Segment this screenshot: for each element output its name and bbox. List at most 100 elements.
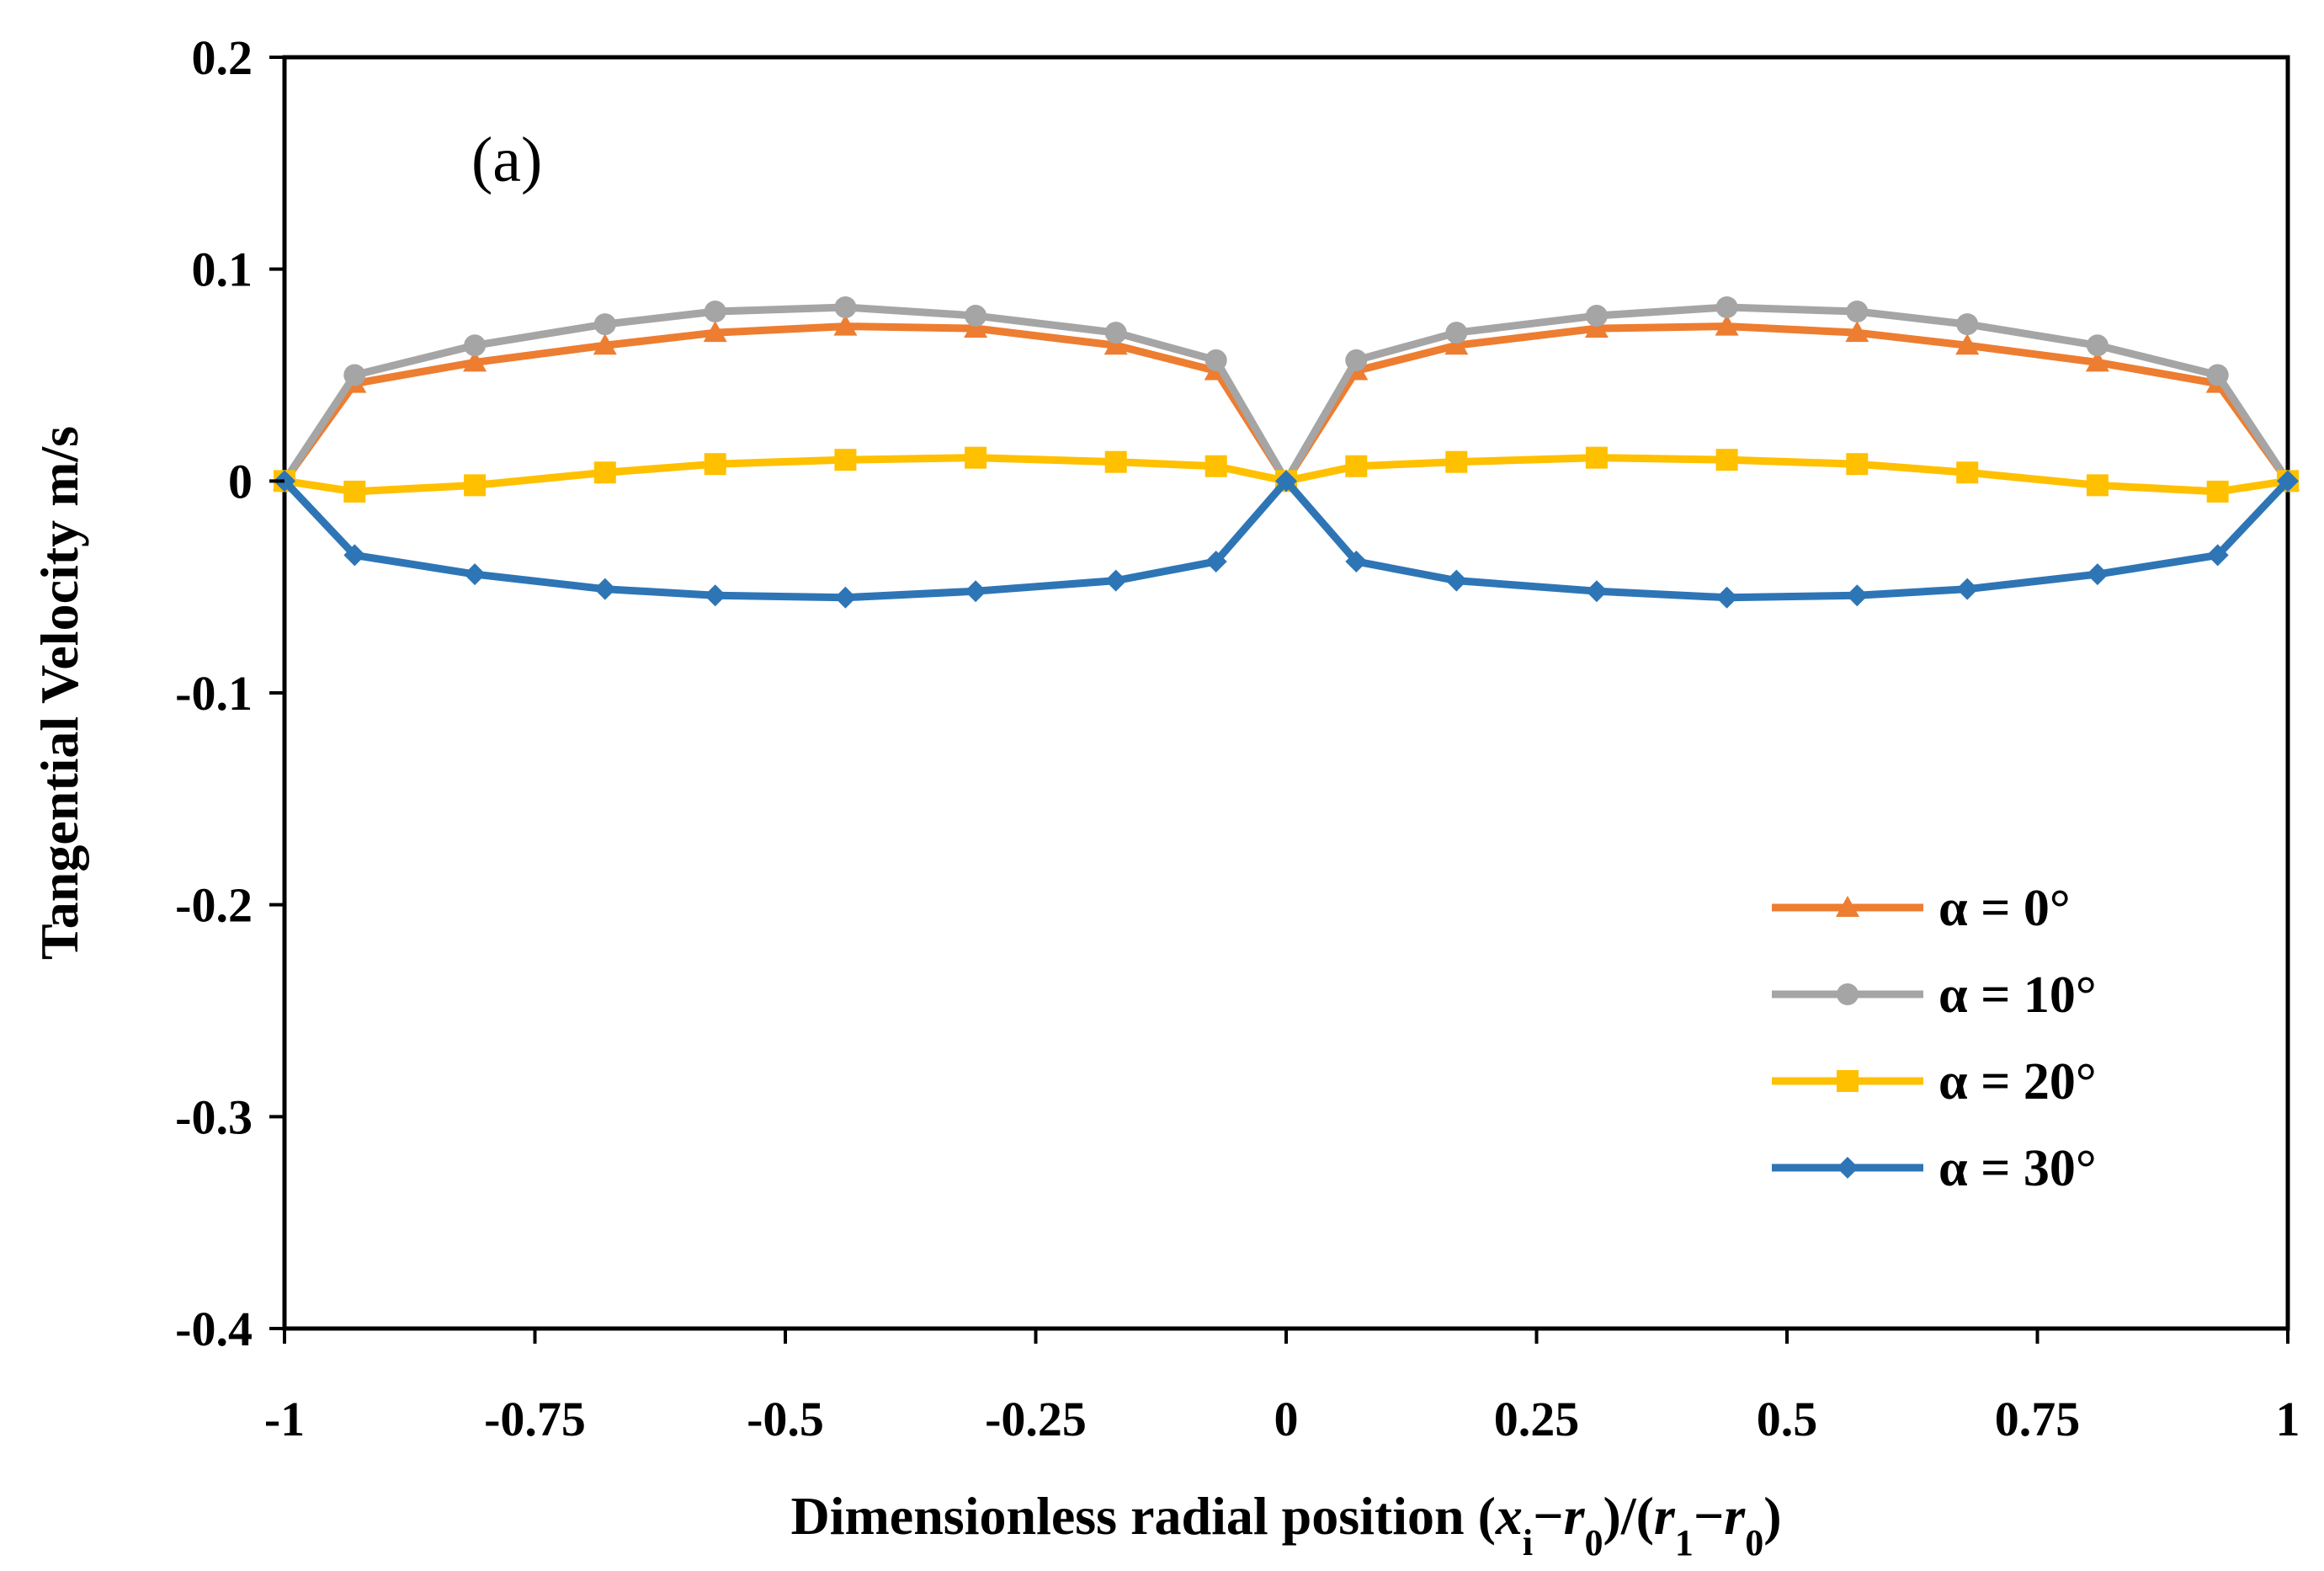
data-point — [1585, 305, 1608, 328]
x-axis: -1 -0.75 -0.5 -0.25 0 0.25 0.5 0.75 1 — [264, 1329, 2300, 1446]
data-point — [1445, 450, 1468, 473]
data-point — [704, 301, 726, 322]
data-point — [2277, 470, 2299, 493]
data-point — [1956, 461, 1979, 484]
data-point — [1444, 333, 1469, 355]
y-tick-label: -0.2 — [175, 878, 253, 933]
data-point — [593, 313, 616, 336]
data-point — [1445, 569, 1468, 592]
data-point — [1345, 550, 1368, 572]
data-point — [1104, 569, 1127, 592]
legend-marker — [1837, 983, 1859, 1005]
data-point — [343, 364, 366, 386]
data-point — [2206, 480, 2229, 503]
data-point — [1846, 453, 1869, 476]
data-point — [464, 334, 487, 357]
x-tick-label: -0.25 — [985, 1392, 1087, 1446]
data-point — [703, 321, 727, 343]
annotation-label: (a) — [471, 125, 542, 195]
y-axis-title: Tangential Velocity m/s — [29, 426, 89, 960]
data-point — [1846, 301, 1869, 322]
y-tick-label: 0 — [228, 454, 253, 509]
data-point — [1956, 578, 1979, 600]
data-point — [1715, 449, 1738, 471]
data-point — [964, 317, 988, 338]
legend-label: α = 30° — [1938, 1140, 2097, 1197]
legend-label: α = 20° — [1938, 1053, 2097, 1110]
data-point — [834, 296, 857, 318]
legend: α = 0° α = 10° α = 20° α = 30° — [1772, 880, 2097, 1197]
data-point — [1585, 580, 1608, 603]
data-point — [1846, 584, 1869, 607]
y-tick-label: 0.2 — [192, 30, 253, 85]
x-tick-label: 0.5 — [1757, 1392, 1818, 1446]
x-tick-label: 1 — [2276, 1392, 2300, 1446]
plot-area — [282, 55, 2290, 1331]
legend-marker — [1837, 1070, 1859, 1092]
data-point — [1715, 586, 1738, 609]
data-point — [2206, 364, 2229, 386]
data-point — [1715, 314, 1739, 336]
data-point — [1104, 322, 1127, 344]
legend-item: α = 30° — [1772, 1140, 2097, 1197]
y-tick-label: -0.1 — [175, 666, 253, 721]
data-point — [343, 544, 366, 567]
y-axis: 0.2 0.1 0 -0.1 -0.2 -0.3 -0.4 — [175, 30, 285, 1356]
x-tick-label: 0 — [1274, 1392, 1299, 1446]
data-point — [2086, 474, 2109, 497]
data-point — [1205, 349, 1227, 371]
data-point — [1104, 333, 1128, 355]
data-point — [1585, 446, 1608, 469]
data-point — [1104, 450, 1127, 473]
data-point — [1275, 470, 1297, 493]
legend-item: α = 0° — [1772, 880, 2071, 937]
x-axis-title: Dimensionless radial position (xi−r0)/(r… — [790, 1486, 1781, 1563]
data-point — [2085, 350, 2109, 372]
series-layer — [273, 296, 2300, 609]
y-tick-label: -0.3 — [175, 1089, 253, 1144]
series-3 — [274, 470, 2299, 609]
data-point — [2206, 544, 2229, 567]
data-point — [1715, 296, 1738, 318]
data-point — [593, 461, 616, 484]
legend-marker — [1836, 896, 1859, 917]
data-point — [593, 333, 617, 355]
data-point — [833, 314, 858, 336]
data-point — [1205, 550, 1227, 572]
data-point — [704, 584, 726, 607]
data-point — [464, 563, 487, 586]
x-tick-label: 0.25 — [1494, 1392, 1580, 1446]
data-point — [2086, 563, 2109, 586]
y-tick-label: -0.4 — [175, 1302, 253, 1356]
data-point — [463, 350, 487, 372]
data-point — [965, 580, 987, 603]
data-point — [965, 446, 987, 469]
data-point — [1956, 313, 1979, 336]
x-tick-label: -1 — [264, 1392, 305, 1446]
legend-item: α = 10° — [1772, 967, 2097, 1024]
legend-item: α = 20° — [1772, 1053, 2097, 1110]
data-point — [1584, 317, 1609, 338]
y-tick-label: 0.1 — [192, 242, 253, 297]
legend-label: α = 0° — [1938, 880, 2071, 937]
x-tick-label: 0.75 — [1995, 1392, 2081, 1446]
data-point — [834, 586, 857, 609]
data-point — [834, 449, 857, 471]
data-point — [1445, 322, 1468, 344]
data-point — [965, 305, 987, 328]
data-point — [704, 453, 726, 476]
data-point — [1205, 455, 1227, 477]
x-tick-label: -0.75 — [484, 1392, 586, 1446]
data-point — [1345, 349, 1368, 371]
legend-label: α = 10° — [1938, 967, 2097, 1024]
x-tick-label: -0.5 — [747, 1392, 824, 1446]
legend-marker — [1837, 1157, 1859, 1179]
data-point — [1955, 333, 1980, 355]
data-point — [343, 480, 366, 503]
data-point — [2086, 334, 2109, 357]
data-point — [464, 474, 487, 497]
data-point — [1845, 321, 1869, 343]
data-point — [593, 578, 616, 600]
data-point — [1345, 455, 1368, 477]
